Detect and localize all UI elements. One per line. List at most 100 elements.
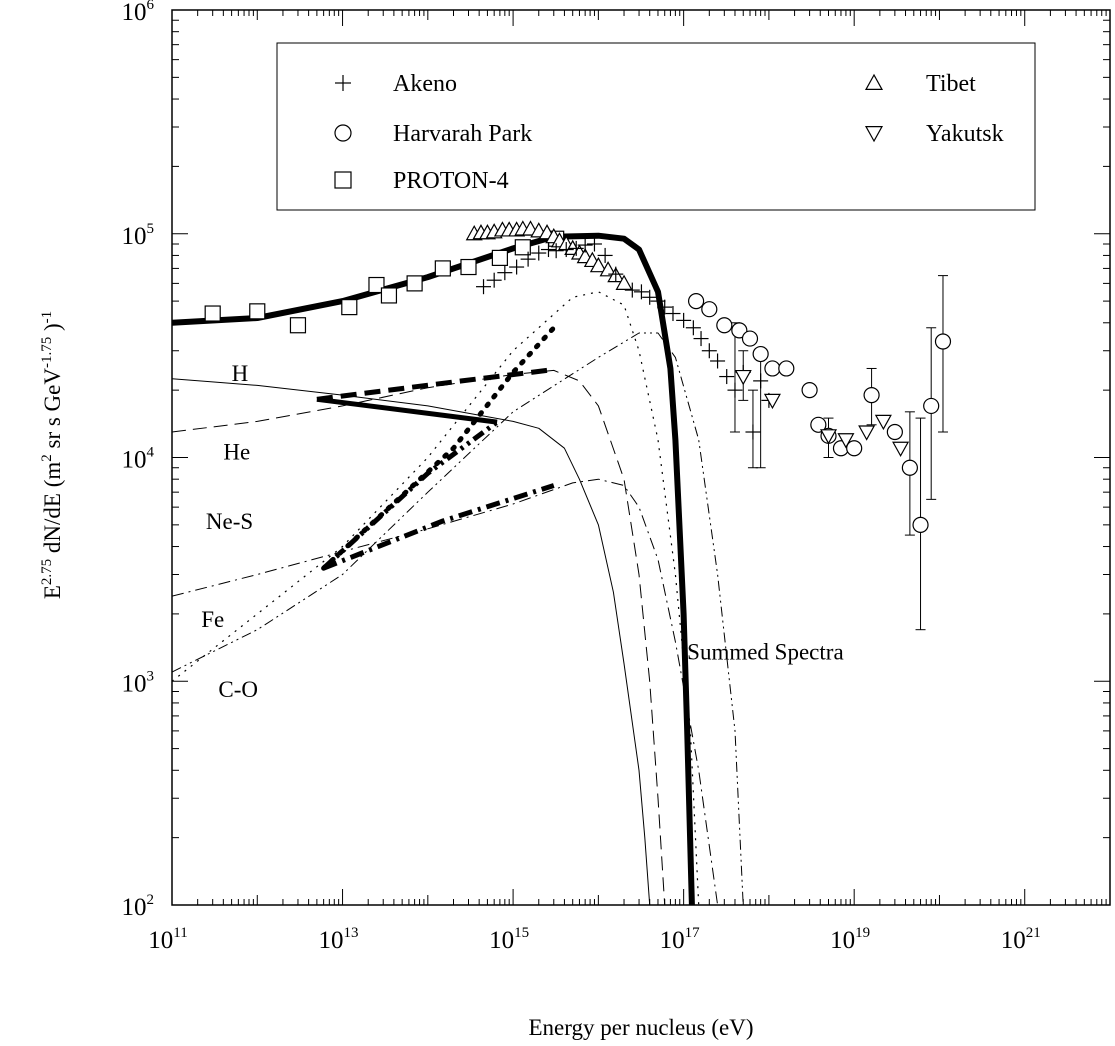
legend-yakutsk-marker: [864, 125, 884, 143]
legend-tibet-marker: [864, 73, 884, 91]
point-akeno: [509, 259, 525, 275]
point-akeno: [657, 299, 673, 315]
highlight-thick-dash: [316, 367, 548, 402]
point-yakutsk: [763, 393, 781, 410]
legend-akeno-marker: [335, 75, 351, 91]
data-points: [204, 220, 952, 533]
axes-frame: [171, 9, 1111, 906]
point-harvarah-park: [701, 301, 718, 318]
point-akeno: [624, 282, 640, 298]
curve-label: C-O: [218, 677, 258, 702]
point-akeno: [497, 265, 513, 281]
x-tick-label: 1021: [1001, 925, 1041, 954]
y-tick-label: 105: [122, 221, 155, 250]
curve-label: He: [223, 439, 250, 464]
point-akeno: [753, 373, 769, 389]
point-akeno: [710, 353, 726, 369]
point-yakutsk: [858, 425, 876, 441]
point-yakutsk: [734, 369, 752, 386]
highlight-segments: [316, 325, 557, 571]
point-proton-4: [204, 305, 221, 322]
legend-box: [276, 42, 1036, 211]
point-akeno: [642, 289, 658, 305]
point-harvarah-park: [886, 423, 903, 441]
point-akeno: [486, 272, 502, 288]
x-axis-label: Energy per nucleus (eV): [528, 1015, 753, 1040]
point-harvarah-park: [731, 322, 748, 339]
curve-fe: [172, 332, 744, 905]
y-tick-label: 102: [122, 892, 155, 921]
x-tick-label: 1013: [319, 925, 359, 954]
legend-akeno-label: Akeno: [393, 71, 457, 97]
point-akeno: [577, 237, 593, 253]
point-harvarah-park: [764, 360, 781, 377]
point-harvarah-park: [810, 416, 827, 433]
x-tick-label: 1015: [489, 925, 529, 954]
highlight-thick-dash-dot: [322, 483, 555, 571]
point-akeno: [520, 251, 536, 267]
curve-c-o: [172, 291, 700, 905]
point-akeno: [531, 245, 547, 261]
point-harvarah-park: [741, 330, 759, 347]
y-tick-label: 106: [122, 0, 155, 26]
legend-proton-4-marker: [334, 171, 352, 189]
point-proton-4: [289, 317, 307, 334]
tick-labels: 1011 1013 1015 1017 1019 1021 102 103 104 105 106: [122, 0, 1041, 954]
point-harvarah-park: [801, 382, 818, 399]
point-yakutsk: [819, 429, 838, 445]
point-proton-4: [406, 275, 423, 292]
point-proton-4: [514, 239, 531, 256]
point-harvarah-park: [716, 317, 733, 334]
y-axis-label: E2.75 dN/dE (m2 sr s GeV-1.75 )-1: [39, 311, 65, 599]
x-tick-label: 1011: [148, 925, 187, 954]
curve-label: Summed Spectra: [687, 640, 844, 665]
point-akeno: [476, 279, 492, 295]
point-yakutsk: [837, 433, 855, 449]
point-akeno: [558, 242, 574, 258]
point-tibet: [589, 256, 607, 273]
curve-he: [172, 369, 666, 905]
point-proton-4: [434, 260, 451, 277]
legend-harvarah-park-marker: [334, 124, 352, 142]
legend-proton-4-label: PROTON-4: [393, 168, 509, 194]
point-akeno: [745, 424, 761, 440]
highlight-thick-dash-dot-dot: [321, 420, 499, 571]
point-harvarah-park: [846, 440, 863, 457]
point-harvarah-park: [687, 293, 705, 310]
point-proton-4: [341, 299, 358, 316]
point-yakutsk: [874, 414, 892, 431]
point-akeno: [693, 331, 709, 347]
x-tick-label: 1017: [660, 925, 701, 954]
point-harvarah-park: [778, 360, 795, 377]
point-akeno: [719, 369, 735, 385]
point-proton-4: [460, 258, 477, 276]
point-akeno: [633, 284, 649, 300]
point-proton-4: [380, 287, 398, 304]
point-akeno: [586, 236, 602, 252]
point-akeno: [568, 240, 584, 256]
point-harvarah-park: [863, 387, 880, 404]
point-akeno: [548, 243, 564, 259]
highlight-thick-dot: [321, 325, 557, 571]
y-tick-label: 103: [122, 668, 155, 697]
point-akeno: [727, 382, 743, 398]
point-akeno: [540, 242, 556, 258]
point-harvarah-park: [752, 345, 769, 363]
curve-label: Ne-S: [206, 509, 253, 534]
point-harvarah-park: [901, 459, 918, 476]
point-proton-4: [491, 249, 508, 266]
y-tick-label: 104: [122, 445, 155, 474]
legend: Akeno Harvarah Park PROTON-4 Tibet Yakutsk: [276, 42, 1036, 211]
point-akeno: [608, 266, 624, 282]
point-akeno: [665, 306, 681, 322]
point-proton-4: [368, 276, 385, 294]
curve-h: [172, 378, 651, 905]
legend-harvarah-park-label: Harvarah Park: [393, 121, 532, 147]
curve-label: H: [232, 361, 249, 386]
point-yakutsk: [892, 441, 910, 457]
point-akeno: [597, 247, 613, 263]
curve-labels: H He Ne-S Fe C-O Summed Spectra: [201, 361, 843, 702]
curve-label: Fe: [201, 607, 224, 632]
legend-tibet-label: Tibet: [926, 71, 976, 97]
